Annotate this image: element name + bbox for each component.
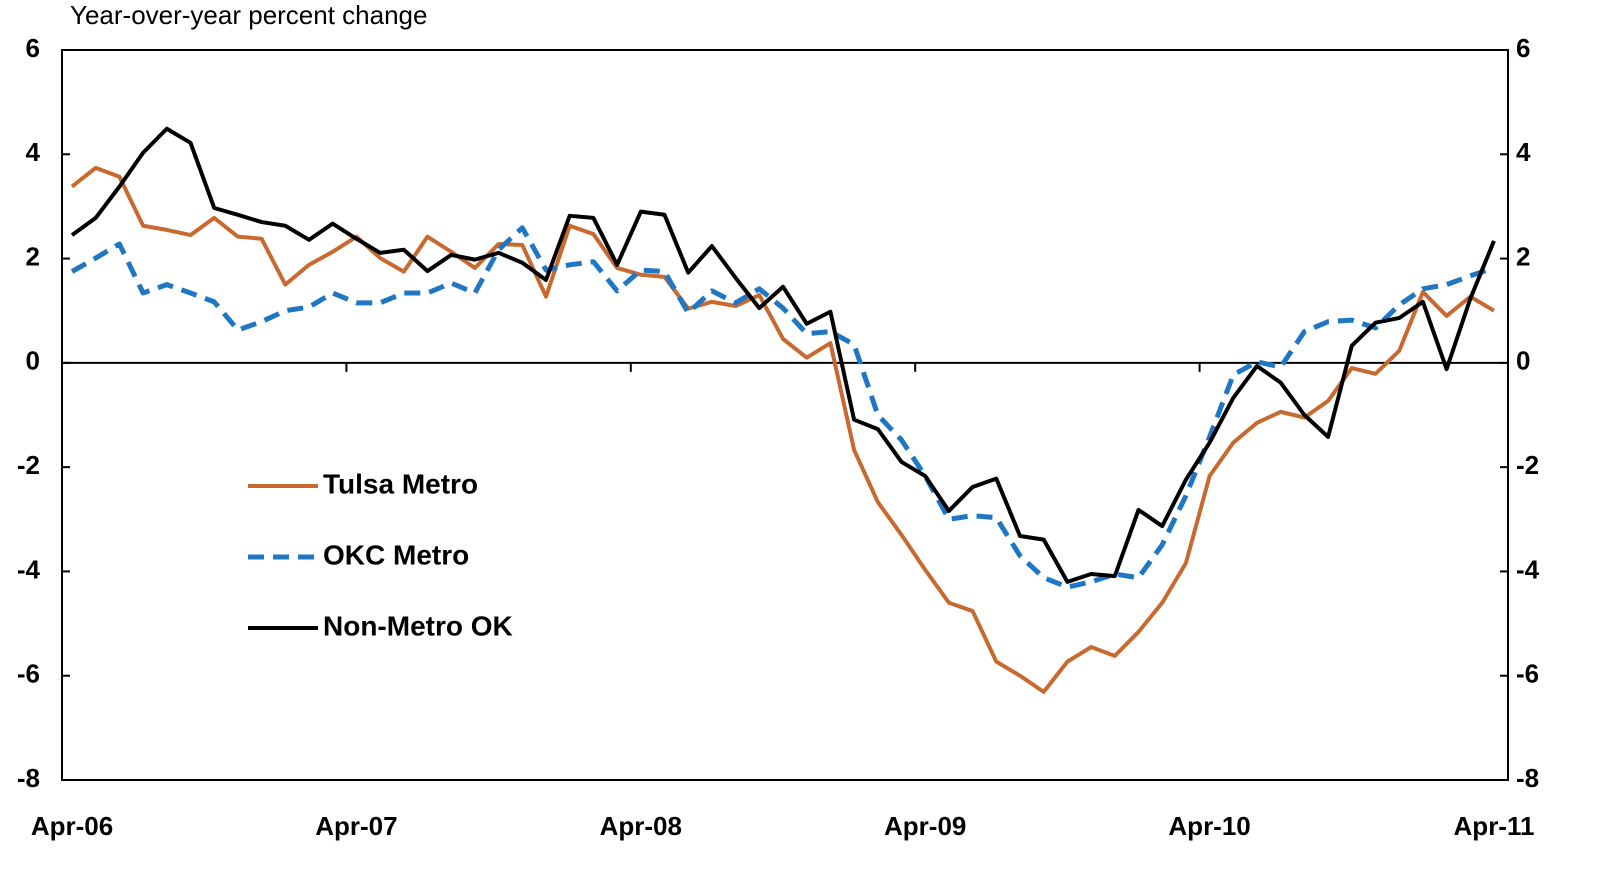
y-tick-label: -4	[17, 554, 41, 584]
y2-tick-label: 6	[1516, 33, 1530, 63]
y-tick-label: 6	[26, 33, 40, 63]
legend-label: Tulsa Metro	[323, 468, 478, 499]
y-axis-label: Year-over-year percent change	[70, 0, 427, 30]
y2-tick-label: -4	[1516, 554, 1540, 584]
x-tick-label: Apr-08	[600, 811, 682, 841]
y-tick-label: -8	[17, 763, 40, 793]
y2-tick-label: -6	[1516, 659, 1539, 689]
x-tick-label: Apr-09	[884, 811, 966, 841]
y2-tick-label: 0	[1516, 346, 1530, 376]
x-tick-label: Apr-07	[315, 811, 397, 841]
x-tick-label: Apr-11	[1454, 811, 1535, 841]
y2-tick-label: -2	[1516, 450, 1539, 480]
legend-label: OKC Metro	[323, 539, 469, 570]
y-tick-label: 2	[26, 241, 40, 271]
legend-label: Non-Metro OK	[323, 610, 513, 641]
plot-frame	[61, 49, 1509, 781]
series-line	[70, 225, 1495, 590]
y2-tick-label: 4	[1516, 137, 1531, 167]
y-tick-label: -2	[17, 450, 40, 480]
y-tick-label: 0	[26, 346, 40, 376]
y2-tick-label: 2	[1516, 241, 1530, 271]
y-tick-label: -6	[17, 659, 40, 689]
x-tick-label: Apr-10	[1168, 811, 1250, 841]
series-line	[70, 165, 1496, 694]
series-line	[70, 126, 1496, 584]
x-tick-label: Apr-06	[31, 811, 113, 841]
y2-tick-label: -8	[1516, 763, 1539, 793]
y-tick-label: 4	[26, 137, 41, 167]
